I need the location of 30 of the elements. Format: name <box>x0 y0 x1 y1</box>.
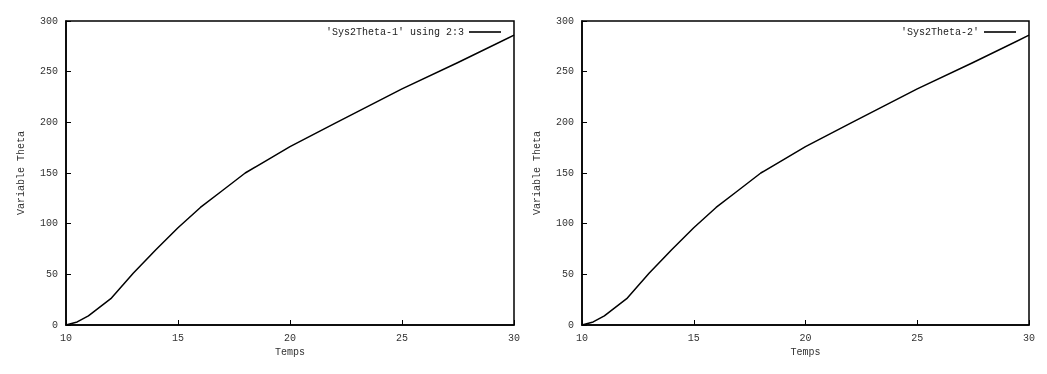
x-tick-label: 15 <box>687 332 700 344</box>
x-axis-title: Temps <box>790 347 821 359</box>
y-tick-label: 0 <box>567 319 574 331</box>
x-axis-title: Temps <box>274 347 306 359</box>
y-tick-label: 200 <box>39 116 58 128</box>
y-tick-label: 50 <box>561 268 574 280</box>
x-tick-label: 30 <box>1022 332 1036 344</box>
y-tick-label: 250 <box>39 66 58 78</box>
y-tick-label: 150 <box>555 167 574 179</box>
y-tick-label: 100 <box>555 218 574 230</box>
x-tick-label: 10 <box>575 332 589 344</box>
x-tick-label: 20 <box>283 332 297 344</box>
y-tick-label: 50 <box>45 268 58 280</box>
x-tick-label: 20 <box>799 332 812 344</box>
y-tick-label: 100 <box>39 218 58 230</box>
y-axis-title: Variable Theta <box>531 130 543 216</box>
x-tick-label: 25 <box>911 332 924 344</box>
y-tick-label: 0 <box>51 319 58 331</box>
x-tick-label: 25 <box>395 332 409 344</box>
y-axis-title: Variable Theta <box>15 130 27 216</box>
y-tick-label: 300 <box>555 15 574 27</box>
y-tick-label: 250 <box>555 66 574 78</box>
legend-label: 'Sys2Theta-2' <box>900 26 979 38</box>
y-tick-label: 300 <box>39 15 58 27</box>
y-tick-label: 150 <box>39 167 58 179</box>
legend-label: 'Sys2Theta-1' using 2:3 <box>325 26 464 38</box>
x-tick-label: 15 <box>171 332 185 344</box>
y-tick-label: 200 <box>555 116 574 128</box>
x-tick-label: 10 <box>59 332 73 344</box>
x-tick-label: 30 <box>507 332 521 344</box>
